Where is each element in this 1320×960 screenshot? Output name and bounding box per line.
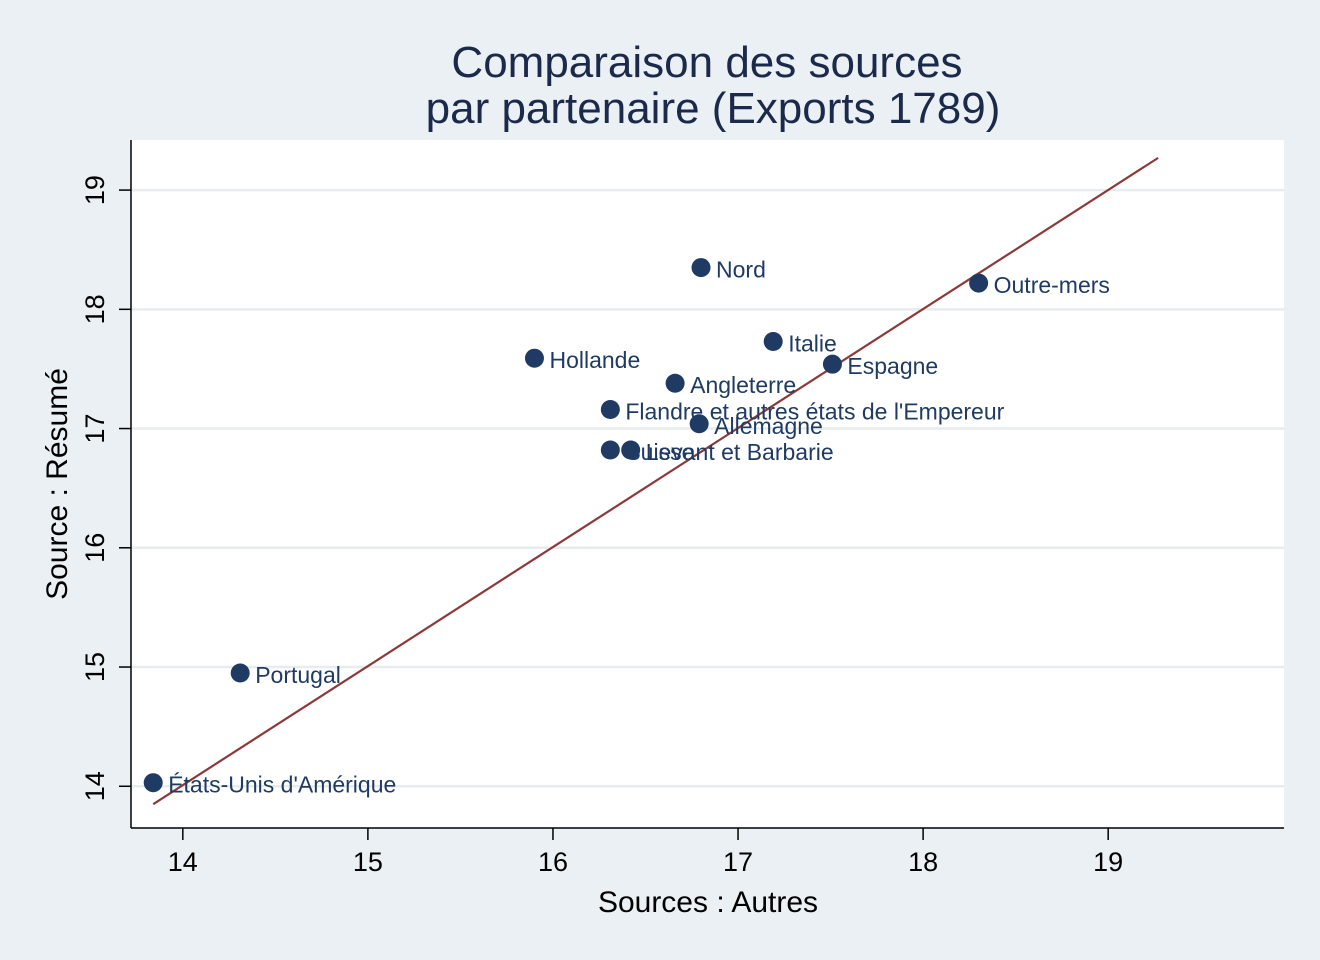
points-group (143, 258, 989, 793)
y-tick-label: 14 (80, 771, 110, 801)
point-label: Suisse (625, 439, 694, 465)
data-point (600, 399, 620, 419)
data-point (621, 440, 641, 460)
y-tick-label: 16 (80, 533, 110, 563)
data-point (969, 273, 989, 293)
data-point (763, 332, 783, 352)
point-label: Outre-mers (994, 272, 1110, 298)
point-label: Portugal (255, 662, 341, 688)
point-labels-group: États-Unis d'Amérique Portugal Hollande Fla… (168, 257, 1110, 798)
y-tick-label: 15 (80, 652, 110, 682)
grid-lines (131, 188, 1284, 788)
point-label: Espagne (847, 353, 938, 379)
x-tick-label: 16 (538, 847, 568, 877)
point-label: Angleterre (690, 372, 796, 398)
point-label: Italie (788, 331, 837, 357)
data-point (665, 373, 685, 393)
point-label: États-Unis d'Amérique (168, 772, 396, 798)
y-tick-label: 19 (80, 175, 110, 205)
y-axis-ticks: 14 15 16 17 18 19 (80, 175, 131, 801)
plot-area (131, 140, 1284, 828)
point-label: Allemagne (714, 413, 823, 439)
data-point (524, 348, 544, 368)
x-axis-ticks: 14 15 16 17 18 19 (168, 828, 1123, 877)
x-tick-label: 19 (1093, 847, 1123, 877)
y-tick-label: 17 (80, 414, 110, 444)
data-point (600, 440, 620, 460)
data-point (143, 773, 163, 793)
point-label: Nord (716, 257, 766, 283)
x-axis-label: Sources : Autres (598, 886, 818, 919)
data-point (230, 663, 250, 683)
data-point (691, 258, 711, 278)
x-tick-label: 17 (723, 847, 753, 877)
x-tick-label: 14 (168, 847, 198, 877)
point-label: Levant et Barbarie (646, 439, 834, 465)
y-axis-label: Source : Résumé (41, 368, 74, 600)
point-label: Hollande (549, 347, 640, 373)
fit-line (152, 156, 1159, 806)
x-tick-label: 18 (908, 847, 938, 877)
chart-title-line-1: Comparaison des sources (451, 38, 962, 87)
point-label: Flandre et autres états de l'Empereur (625, 398, 1004, 424)
fit-line-group (152, 156, 1159, 806)
x-tick-label: 15 (353, 847, 383, 877)
chart-title-line-2: par partenaire (Exports 1789) (426, 84, 1001, 133)
y-tick-label: 18 (80, 294, 110, 324)
data-point (689, 414, 709, 434)
data-point (822, 354, 842, 374)
